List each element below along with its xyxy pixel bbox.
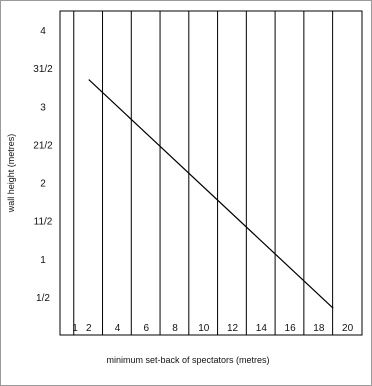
x-tick-label: 1 <box>72 323 78 334</box>
y-tick-label: 21/2 <box>33 140 53 151</box>
x-tick-label: 2 <box>86 323 92 334</box>
x-tick-label: 14 <box>256 323 268 334</box>
series-group <box>88 79 334 309</box>
y-tick-label: 11/2 <box>34 217 53 228</box>
x-tick-label: 18 <box>313 323 325 334</box>
x-tick-labels: 1 2 4 6 8 10 12 14 16 18 20 <box>72 323 353 334</box>
x-tick-label: 12 <box>227 323 239 334</box>
series-line <box>88 79 334 309</box>
y-tick-labels: 1/2 1 11/2 2 21/2 3 31/2 4 <box>33 26 53 304</box>
y-tick-label: 31/2 <box>33 64 53 75</box>
x-tick-label: 20 <box>342 323 354 334</box>
y-tick-label: 2 <box>40 179 46 190</box>
y-tick-label: 4 <box>40 26 46 37</box>
x-tick-label: 8 <box>172 323 178 334</box>
y-tick-label: 1 <box>40 255 46 266</box>
gridlines <box>73 11 334 335</box>
x-tick-label: 16 <box>285 323 297 334</box>
x-tick-label: 10 <box>198 323 210 334</box>
y-tick-label: 1/2 <box>36 293 50 304</box>
plot-area <box>59 10 363 336</box>
x-tick-label: 4 <box>115 323 121 334</box>
x-tick-label: 6 <box>144 323 150 334</box>
x-axis-label: minimum set-back of spectators (metres) <box>106 355 269 365</box>
y-tick-label: 3 <box>40 102 46 113</box>
y-axis-label: wall height (metres) <box>6 134 16 214</box>
